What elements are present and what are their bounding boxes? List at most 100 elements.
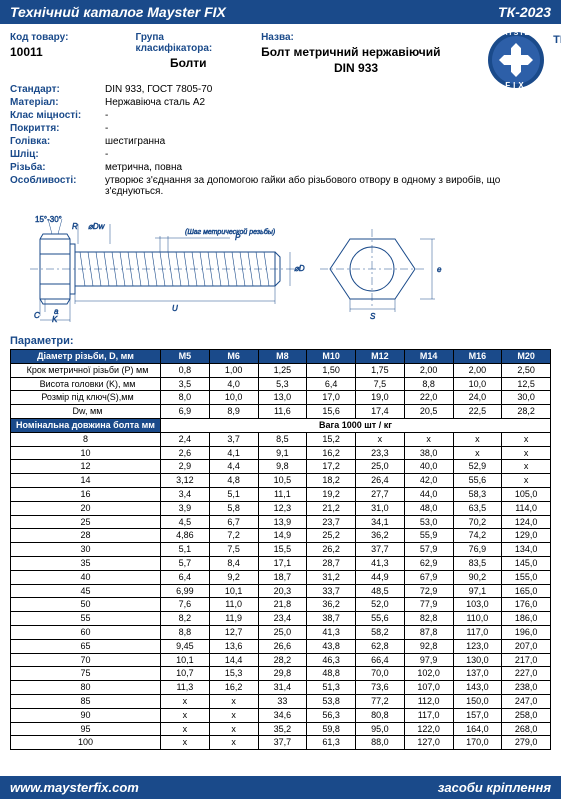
spec-key: Покриття: [10, 123, 105, 134]
param-cell: 1,00 [209, 363, 258, 377]
weight-cell: 59,8 [307, 722, 356, 736]
header-title-left: Технічний каталог Mayster FIX [10, 4, 226, 20]
weight-cell: 9,8 [258, 460, 307, 474]
weight-cell: 29,8 [258, 667, 307, 681]
weight-cell: 48,0 [404, 501, 453, 515]
footer-bar: www.maysterfix.com засоби кріплення [0, 776, 561, 799]
length-label: 90 [11, 708, 161, 722]
weight-cell: 9,1 [258, 446, 307, 460]
weight-cell: 4,4 [209, 460, 258, 474]
param-cell: 17,4 [356, 405, 405, 419]
length-row: 254,56,713,923,734,153,070,2124,0 [11, 515, 551, 529]
length-label: 60 [11, 625, 161, 639]
weight-cell: 17,2 [307, 460, 356, 474]
weight-cell: 3,4 [161, 487, 210, 501]
col-header: M10 [307, 350, 356, 364]
weight-cell: 170,0 [453, 736, 502, 750]
weight-cell: 53,0 [404, 515, 453, 529]
name-value-2: DIN 933 [261, 61, 451, 75]
footer-url: www.maysterfix.com [10, 780, 139, 795]
param-cell: 2,00 [404, 363, 453, 377]
weight-cell: 62,8 [356, 639, 405, 653]
param-cell: 22,0 [404, 391, 453, 405]
weight-cell: 9,45 [161, 639, 210, 653]
trademark-text: TM [553, 34, 561, 46]
group-label: Група класифікатора: [136, 32, 242, 54]
weight-cell: x [161, 708, 210, 722]
param-label: Dw, мм [11, 405, 161, 419]
weight-cell: x [502, 432, 551, 446]
param-cell: 6,4 [307, 377, 356, 391]
weight-cell: 46,3 [307, 653, 356, 667]
param-cell: 2,50 [502, 363, 551, 377]
group-value: Болти [136, 56, 242, 70]
param-label: Крок метричної різьби (P) мм [11, 363, 161, 377]
length-row: 355,78,417,128,741,362,983,5145,0 [11, 556, 551, 570]
code-column: Код товару: 10011 [10, 32, 116, 75]
param-cell: 7,5 [356, 377, 405, 391]
weight-cell: 2,6 [161, 446, 210, 460]
weight-cell: 58,2 [356, 625, 405, 639]
weight-cell: 12,7 [209, 625, 258, 639]
col-header: M6 [209, 350, 258, 364]
logo-inner [492, 36, 540, 84]
length-label: 50 [11, 598, 161, 612]
weight-cell: 36,2 [356, 529, 405, 543]
spec-value: - [105, 123, 108, 134]
weight-cell: 258,0 [502, 708, 551, 722]
weight-cell: 6,4 [161, 570, 210, 584]
length-row: 659,4513,626,643,862,892,8123,0207,0 [11, 639, 551, 653]
weight-cell: 25,0 [356, 460, 405, 474]
weight-cell: x [161, 694, 210, 708]
length-row: 82,43,78,515,2xxxx [11, 432, 551, 446]
weight-cell: 3,7 [209, 432, 258, 446]
footer-tagline: засоби кріплення [438, 780, 551, 795]
weight-cell: 8,8 [161, 625, 210, 639]
weight-cell: 74,2 [453, 529, 502, 543]
weight-cell: 27,7 [356, 487, 405, 501]
length-row: 406,49,218,731,244,967,990,2155,0 [11, 570, 551, 584]
weight-cell: 137,0 [453, 667, 502, 681]
weight-cell: 41,3 [356, 556, 405, 570]
length-row: 608,812,725,041,358,287,8117,0196,0 [11, 625, 551, 639]
length-label: 45 [11, 584, 161, 598]
param-row: Висота головки (K), мм3,54,05,36,47,58,8… [11, 377, 551, 391]
weight-cell: 247,0 [502, 694, 551, 708]
weight-cell: 4,1 [209, 446, 258, 460]
weight-cell: 2,9 [161, 460, 210, 474]
spec-key: Стандарт: [10, 84, 105, 95]
weight-cell: 35,2 [258, 722, 307, 736]
length-row: 507,611,021,836,252,077,9103,0176,0 [11, 598, 551, 612]
param-cell: 13,0 [258, 391, 307, 405]
length-row: 143,124,810,518,226,442,055,6x [11, 474, 551, 488]
top-info-block: Код товару: 10011 Група класифікатора: Б… [10, 32, 551, 75]
weight-cell: 12,3 [258, 501, 307, 515]
length-row: 85xx3353,877,2112,0150,0247,0 [11, 694, 551, 708]
weight-cell: 83,5 [453, 556, 502, 570]
weight-cell: 7,5 [209, 543, 258, 557]
length-row: 456,9910,120,333,748,572,997,1165,0 [11, 584, 551, 598]
weight-cell: 26,6 [258, 639, 307, 653]
weight-cell: 114,0 [502, 501, 551, 515]
weight-cell: 8,4 [209, 556, 258, 570]
param-cell: 17,0 [307, 391, 356, 405]
weight-cell: 5,8 [209, 501, 258, 515]
weight-cell: x [356, 432, 405, 446]
weight-cell: 26,4 [356, 474, 405, 488]
weight-cell: 227,0 [502, 667, 551, 681]
param-cell: 3,5 [161, 377, 210, 391]
svg-text:U: U [172, 304, 178, 313]
weight-cell: 25,0 [258, 625, 307, 639]
weight-cell: 88,0 [356, 736, 405, 750]
col-header: M5 [161, 350, 210, 364]
weight-cell: 28,7 [307, 556, 356, 570]
weight-cell: 58,3 [453, 487, 502, 501]
weight-cell: 3,9 [161, 501, 210, 515]
spec-key: Шліц: [10, 149, 105, 160]
weight-cell: 55,6 [356, 612, 405, 626]
weight-cell: 150,0 [453, 694, 502, 708]
weight-cell: 31,0 [356, 501, 405, 515]
header-bar: Технічний каталог Mayster FIX ТК-2023 [0, 0, 561, 24]
weight-cell: 10,1 [209, 584, 258, 598]
weight-cell: 6,99 [161, 584, 210, 598]
